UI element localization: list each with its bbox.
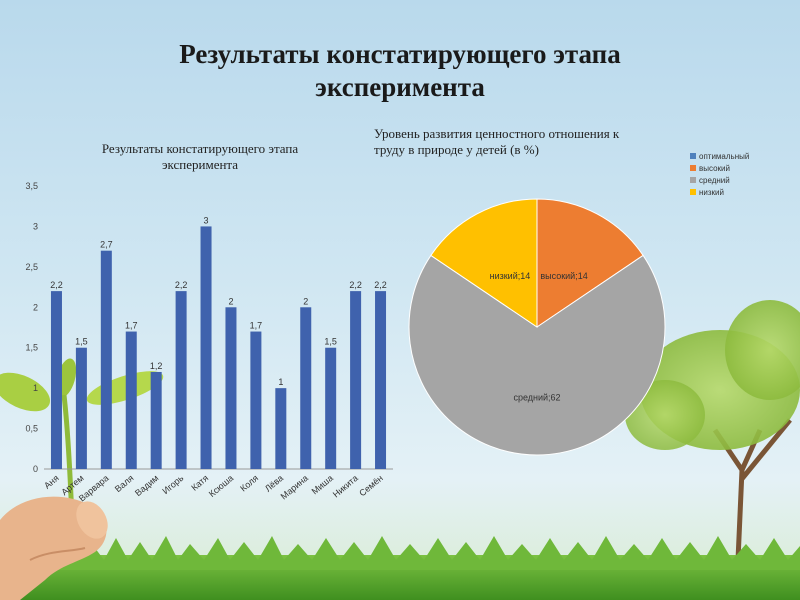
y-tick-label: 0,5 — [25, 424, 38, 434]
bar — [225, 307, 237, 469]
bar-data-label: 1,2 — [150, 361, 163, 371]
pie-chart-title: Уровень развития ценностного отношения к… — [374, 126, 694, 158]
bar-chart-title-line2: эксперимента — [161, 157, 239, 172]
pie-slice — [408, 254, 666, 456]
slide-title-line2: эксперимента — [315, 72, 485, 102]
legend-label: средний — [699, 175, 730, 185]
bar — [275, 388, 287, 469]
pie-slice — [536, 198, 644, 328]
tree-decoration — [625, 300, 800, 561]
legend-entry: средний — [690, 174, 749, 186]
legend-swatch — [690, 165, 696, 171]
bar-data-label: 2 — [228, 296, 233, 306]
bar — [100, 250, 112, 469]
bar — [125, 331, 137, 469]
bar-data-label: 3 — [204, 215, 209, 225]
hand-decoration — [0, 496, 108, 600]
legend-swatch — [690, 177, 696, 183]
bar — [175, 291, 187, 469]
bar — [375, 291, 387, 469]
y-tick-label: 3,5 — [25, 181, 38, 191]
bar-data-label: 2,7 — [100, 240, 113, 250]
y-tick-label: 2,5 — [25, 262, 38, 272]
legend-label: низкий — [699, 187, 724, 197]
pie-chart-title-line1: Уровень развития ценностного отношения к — [374, 126, 620, 141]
bar — [300, 307, 312, 469]
y-tick-label: 1,5 — [25, 343, 38, 353]
y-tick-label: 3 — [33, 221, 38, 231]
bar — [325, 347, 337, 469]
pie-chart-title-line2: труду в природе у детей (в %) — [374, 142, 539, 157]
grass-strip — [0, 534, 800, 600]
y-tick-label: 2 — [33, 302, 38, 312]
bar — [50, 291, 62, 469]
pie-legend: оптимальный высокий средний низкий — [690, 150, 749, 198]
legend-entry: оптимальный — [690, 150, 749, 162]
legend-label: высокий — [699, 163, 730, 173]
bar — [250, 331, 262, 469]
bar-data-label: 1,5 — [75, 337, 88, 347]
bar-data-label: 2,2 — [374, 280, 387, 290]
legend-swatch — [690, 189, 696, 195]
pie-slice — [430, 198, 538, 328]
bar-data-label: 1 — [278, 377, 283, 387]
bar — [350, 291, 362, 469]
y-tick-label: 1 — [33, 383, 38, 393]
pie-data-label: высокий;14 — [540, 271, 587, 281]
bar-chart-title-line1: Результаты констатирующего этапа — [101, 141, 299, 156]
slide-title-line1: Результаты констатирующего этапа — [179, 39, 621, 69]
slide-title: Результаты констатирующего этапа экспери… — [0, 38, 800, 104]
bar — [200, 226, 212, 469]
bar-data-label: 2,2 — [175, 280, 188, 290]
bar-data-label: 1,7 — [250, 321, 263, 331]
bar-data-label: 1,5 — [324, 337, 337, 347]
bar-chart-title: Результаты констатирующего этапа экспери… — [60, 141, 340, 173]
bar-data-label: 1,7 — [125, 321, 138, 331]
legend-swatch — [690, 153, 696, 159]
legend-label: оптимальный — [699, 151, 750, 161]
pie-data-label: средний;62 — [513, 392, 560, 402]
y-tick-label: 0 — [33, 464, 38, 474]
bar — [150, 371, 162, 469]
bar-data-label: 2 — [303, 296, 308, 306]
pie-data-label: низкий;14 — [490, 271, 531, 281]
bar-data-label: 2,2 — [349, 280, 362, 290]
bar-data-label: 2,2 — [50, 280, 63, 290]
bar — [75, 347, 87, 469]
legend-entry: низкий — [690, 186, 749, 198]
legend-entry: высокий — [690, 162, 749, 174]
